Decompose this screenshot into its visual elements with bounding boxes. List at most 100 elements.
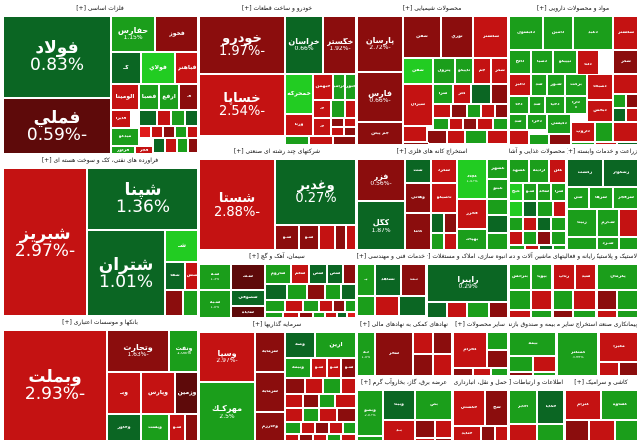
tile-بـ[interactable]: بـ — [357, 264, 375, 296]
tile-وبيمه[interactable]: وبيمه — [285, 358, 311, 378]
tile[interactable] — [509, 424, 537, 440]
tile[interactable] — [185, 110, 197, 126]
tile[interactable] — [597, 290, 617, 310]
tile[interactable] — [331, 100, 345, 118]
tile[interactable] — [477, 118, 493, 130]
tile-آردينه[interactable]: آردينه — [529, 159, 549, 183]
tile-شپنا[interactable]: شپنا 1.36% — [87, 168, 197, 230]
tile[interactable] — [344, 127, 355, 136]
tile[interactable] — [626, 108, 637, 122]
tile-سص[interactable]: سص — [327, 264, 343, 284]
tile-جم پيلن[interactable]: جم پيلن — [357, 122, 403, 144]
tile-بـد[interactable]: بـد — [383, 420, 415, 440]
tile[interactable] — [553, 290, 573, 310]
tile[interactable] — [465, 130, 487, 144]
tile[interactable] — [453, 368, 473, 375]
tile[interactable] — [313, 312, 325, 317]
tile-ثشاهد[interactable]: ثشاهد — [375, 264, 401, 296]
tile[interactable] — [571, 142, 595, 144]
tile-رايبرا[interactable]: رايبرا 0.29% — [427, 264, 507, 302]
tile-كاما[interactable]: كاما — [405, 213, 431, 249]
tile[interactable] — [613, 108, 626, 122]
tile-پكرمان[interactable]: پكرمان — [597, 264, 637, 290]
tile[interactable] — [573, 290, 595, 310]
tile[interactable] — [551, 217, 565, 231]
tile[interactable] — [509, 130, 529, 144]
tile[interactable] — [449, 118, 463, 130]
tile-سص[interactable]: سص — [309, 264, 327, 284]
tile[interactable] — [188, 138, 197, 153]
tile-غلن[interactable]: غلن — [549, 159, 565, 183]
tile-ونفت[interactable]: ونفت 1.08% — [169, 330, 197, 372]
sector-info-tech[interactable]: اطلاعات و ارتباطات [+] اخابر حكايا — [508, 376, 564, 441]
sector-header-agriculture[interactable]: زراعت و خدمات وابسته [+] — [567, 146, 637, 159]
tile-فزر[interactable]: فزر -0.56% — [357, 159, 405, 201]
tile-دخا[interactable]: دخا — [509, 96, 529, 114]
tile[interactable] — [285, 434, 299, 440]
tile[interactable] — [444, 233, 457, 249]
tile-كمنگنز[interactable]: كمنگنز 3.99% — [557, 332, 597, 375]
tile[interactable] — [341, 434, 355, 440]
tile[interactable] — [171, 110, 185, 126]
tile-دعبد[interactable]: دعبد — [573, 16, 613, 50]
sector-header-mining-extract[interactable]: استخراج سایر معادن [+] — [557, 319, 597, 332]
tile[interactable] — [303, 408, 319, 422]
tile[interactable] — [481, 426, 495, 440]
tile[interactable] — [525, 245, 539, 249]
sector-header-chemicals[interactable]: محصولات شیمیایی [+] — [357, 3, 507, 16]
tile-شگستر[interactable]: شگستر — [473, 16, 507, 58]
tile-كحرام[interactable]: كحرام — [453, 332, 487, 368]
tile-دكبسول[interactable]: دكبسول — [509, 16, 543, 50]
tile-وغدير[interactable]: وغدير 0.27% — [275, 159, 355, 225]
tile[interactable] — [487, 350, 507, 368]
tile[interactable] — [265, 312, 283, 317]
tile[interactable] — [333, 136, 355, 144]
tile[interactable] — [567, 237, 597, 249]
tile-شس[interactable]: شس — [185, 262, 197, 290]
sector-basic-metals[interactable]: فلزات اساسی [+] فولاد 0.83% فملي -0.59% حفارس… — [2, 2, 198, 154]
tile[interactable] — [343, 264, 355, 284]
tile[interactable] — [431, 233, 444, 249]
sector-header-plastics[interactable]: لاستیک و پلاستیک [+] — [597, 251, 637, 264]
tile[interactable] — [345, 300, 355, 312]
tile[interactable] — [341, 378, 355, 394]
tile[interactable] — [357, 316, 379, 317]
tile-سيد[interactable]: سيد — [575, 264, 595, 290]
sector-agriculture[interactable]: زراعت و خدمات وابسته [+] زكشت زشكوار سي سزها… — [566, 145, 638, 250]
tile[interactable] — [357, 296, 375, 316]
tile[interactable] — [433, 354, 451, 375]
sector-header-utilities[interactable]: عرضه برق، گاز، بخاروآب گرم [+] — [357, 377, 451, 390]
tile[interactable] — [619, 209, 637, 237]
tile[interactable] — [487, 233, 507, 249]
tile[interactable] — [487, 130, 507, 144]
tile[interactable] — [315, 422, 329, 434]
sector-header-petroleum-products[interactable]: فراورده های نفتی، کک و سوخت هسته ای [+] — [3, 155, 197, 168]
tile-خراسان[interactable]: خراسان 0.66% — [285, 16, 323, 74]
tile-فخوز[interactable]: فخوز — [155, 16, 197, 52]
tile-شكر[interactable]: شكر — [491, 58, 507, 84]
sector-transport[interactable]: حمل و نقل، انبارداری [+] حكشتي سخ حتايد — [452, 376, 508, 441]
tile-دارا[interactable]: دارا # — [565, 96, 587, 114]
tile[interactable] — [307, 284, 325, 300]
sector-header-banks[interactable]: بانكها و موسسات اعتباری [+] — [3, 317, 197, 330]
tile-سكرد[interactable]: سكرد — [431, 159, 457, 183]
tile-ساياه[interactable]: ساياه — [231, 306, 265, 317]
tile[interactable] — [509, 310, 531, 317]
tile[interactable] — [139, 110, 157, 126]
sector-header-cement[interactable]: سیمان، آهک و گچ [+] — [199, 251, 355, 264]
tile-سعم[interactable]: سعم — [291, 264, 309, 284]
tile[interactable] — [413, 354, 433, 375]
tile-سـو[interactable]: سـو — [341, 358, 355, 378]
tile[interactable] — [573, 310, 595, 317]
tile[interactable] — [335, 225, 346, 249]
tile-دلتا[interactable]: دلتا — [577, 50, 599, 80]
tile[interactable] — [151, 126, 163, 138]
tile-كگل[interactable]: كگل 1.87% — [357, 201, 405, 249]
tile[interactable] — [331, 118, 344, 127]
tile[interactable] — [595, 142, 617, 144]
tile[interactable] — [613, 74, 637, 94]
sector-header-food-products[interactable]: محصولات غذایی و آشامیدنی [+] — [509, 146, 565, 159]
tile[interactable] — [337, 408, 355, 422]
tile[interactable] — [313, 434, 327, 440]
tile[interactable] — [303, 300, 319, 312]
